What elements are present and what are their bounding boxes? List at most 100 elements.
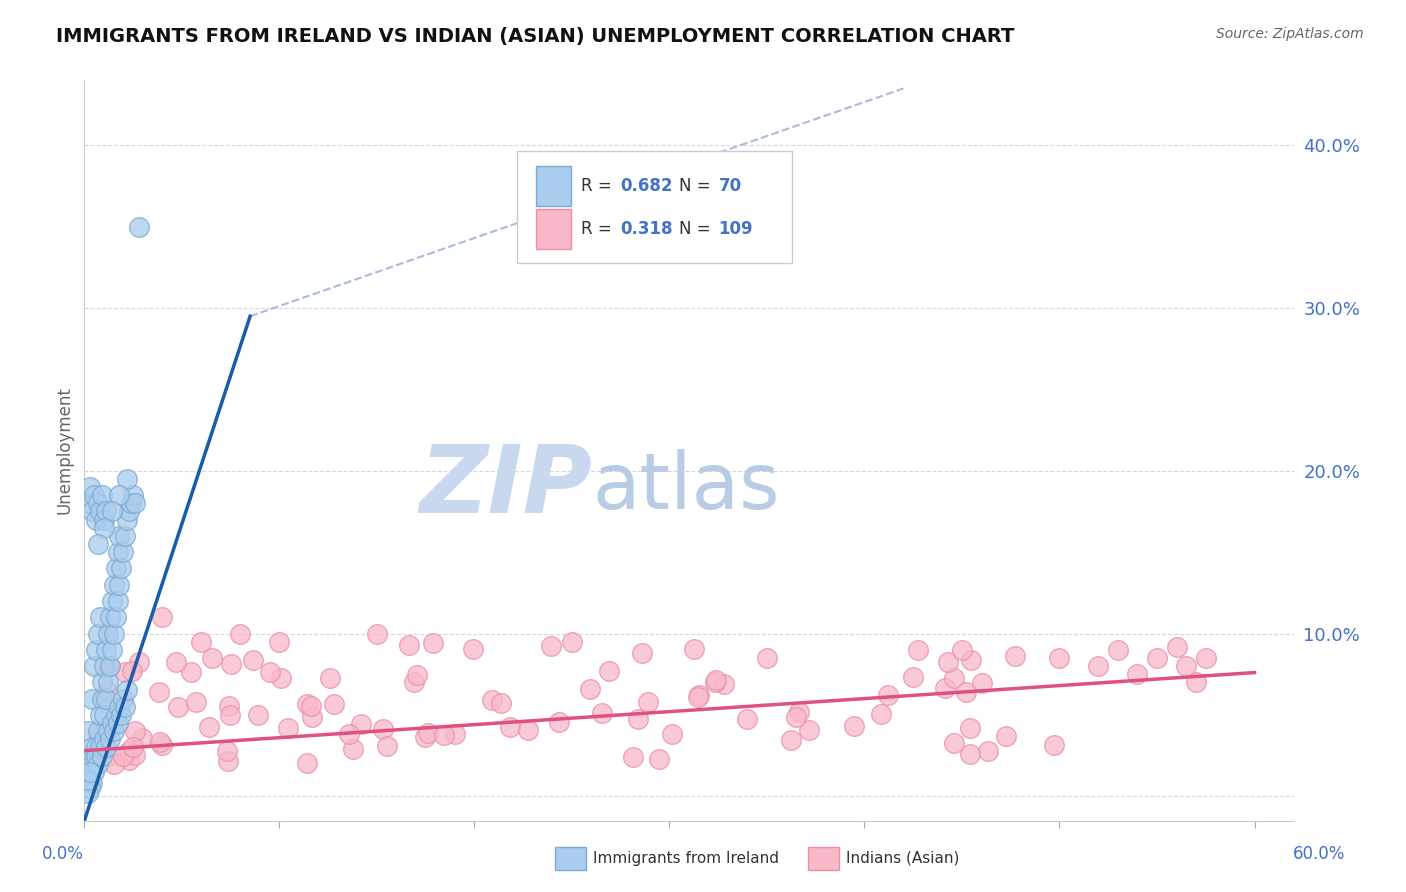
Text: R =: R = bbox=[581, 178, 617, 195]
Point bbox=[637, 695, 659, 709]
Point bbox=[89, 610, 111, 624]
Point bbox=[299, 698, 322, 713]
Point bbox=[108, 577, 131, 591]
Point bbox=[443, 727, 465, 741]
Point bbox=[661, 727, 683, 741]
Point bbox=[97, 748, 120, 763]
Point bbox=[100, 504, 122, 518]
Point bbox=[402, 674, 425, 689]
Point bbox=[124, 496, 146, 510]
Point bbox=[877, 688, 900, 702]
Point bbox=[942, 672, 965, 686]
Point bbox=[799, 723, 821, 737]
Point bbox=[89, 740, 111, 755]
Point bbox=[422, 636, 444, 650]
Point bbox=[83, 756, 105, 771]
Point bbox=[219, 708, 242, 723]
Point bbox=[83, 488, 105, 502]
Point bbox=[128, 219, 150, 234]
Point bbox=[89, 740, 111, 755]
Point bbox=[108, 699, 131, 714]
Point bbox=[631, 646, 654, 660]
Point bbox=[688, 690, 710, 705]
Point bbox=[406, 668, 429, 682]
Point bbox=[87, 537, 110, 551]
Point bbox=[319, 671, 342, 685]
Point bbox=[79, 781, 101, 796]
Point bbox=[481, 693, 503, 707]
Point bbox=[94, 642, 117, 657]
Text: Indians (Asian): Indians (Asian) bbox=[846, 851, 960, 865]
Point bbox=[107, 594, 129, 608]
Text: 0.682: 0.682 bbox=[620, 178, 672, 195]
Point bbox=[461, 641, 484, 656]
Text: N =: N = bbox=[679, 220, 716, 238]
Point bbox=[1004, 648, 1026, 663]
Point bbox=[229, 626, 252, 640]
Point bbox=[221, 657, 243, 672]
Point bbox=[755, 651, 778, 665]
Point bbox=[1195, 651, 1218, 665]
Point bbox=[77, 496, 100, 510]
Point bbox=[375, 739, 398, 753]
Point bbox=[959, 653, 981, 667]
Point bbox=[350, 717, 373, 731]
Point bbox=[100, 716, 122, 731]
Point bbox=[103, 626, 125, 640]
Point bbox=[96, 684, 118, 698]
Point bbox=[561, 634, 583, 648]
Point bbox=[93, 659, 115, 673]
Point bbox=[117, 683, 139, 698]
Point bbox=[703, 675, 725, 690]
Point bbox=[907, 643, 929, 657]
Text: Source: ZipAtlas.com: Source: ZipAtlas.com bbox=[1216, 27, 1364, 41]
Point bbox=[94, 740, 117, 755]
Point bbox=[201, 650, 224, 665]
Point bbox=[955, 685, 977, 699]
Point bbox=[87, 724, 110, 739]
Point bbox=[100, 642, 122, 657]
Point bbox=[122, 740, 145, 755]
Point bbox=[98, 610, 121, 624]
Point bbox=[124, 723, 146, 738]
Point bbox=[97, 626, 120, 640]
Point bbox=[259, 665, 281, 679]
Point bbox=[704, 673, 727, 688]
Point bbox=[118, 753, 141, 767]
Point bbox=[1107, 642, 1129, 657]
Point bbox=[621, 750, 644, 764]
Point bbox=[1185, 675, 1208, 690]
Point bbox=[104, 610, 127, 624]
Point bbox=[165, 655, 187, 669]
Point bbox=[1087, 659, 1109, 673]
Point bbox=[301, 710, 323, 724]
Point bbox=[167, 700, 190, 714]
Point bbox=[373, 722, 395, 736]
Point bbox=[79, 748, 101, 763]
Point bbox=[98, 732, 121, 747]
Point bbox=[82, 740, 104, 755]
Point bbox=[323, 697, 346, 711]
Point bbox=[648, 752, 671, 766]
Point bbox=[120, 496, 142, 510]
Point bbox=[112, 691, 135, 706]
Point bbox=[1043, 739, 1066, 753]
Point bbox=[87, 626, 110, 640]
Point bbox=[936, 656, 959, 670]
Point bbox=[1166, 640, 1188, 654]
Point bbox=[713, 676, 735, 690]
Point bbox=[107, 545, 129, 559]
Point bbox=[217, 754, 239, 768]
Point bbox=[1175, 659, 1198, 673]
Point bbox=[83, 764, 105, 779]
Point bbox=[540, 639, 562, 653]
Point bbox=[77, 724, 100, 739]
Point bbox=[976, 744, 998, 758]
Point bbox=[366, 626, 388, 640]
Text: R =: R = bbox=[581, 220, 617, 238]
Point bbox=[131, 731, 153, 745]
Point bbox=[121, 664, 143, 678]
Point bbox=[98, 659, 121, 673]
Point bbox=[735, 712, 758, 726]
Point bbox=[277, 721, 299, 735]
